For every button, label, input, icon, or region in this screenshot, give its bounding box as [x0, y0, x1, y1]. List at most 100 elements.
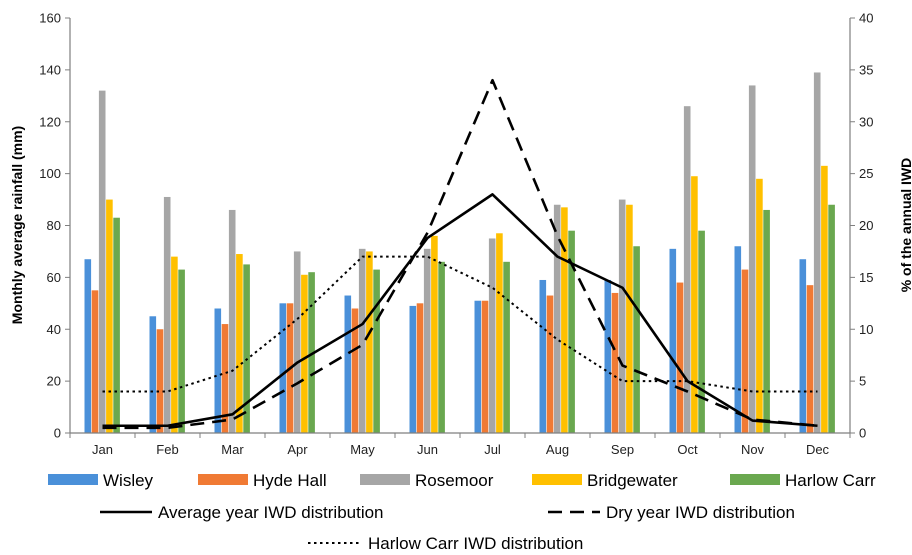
y-tick-label: 20	[47, 374, 61, 389]
bar-hyde-hall-oct	[676, 282, 684, 433]
bar-rosemoor-jun	[423, 248, 431, 433]
y2-tick-label: 0	[859, 426, 866, 441]
y-tick-label: 40	[47, 322, 61, 337]
bar-rosemoor-jul	[488, 238, 496, 433]
lines-layer	[102, 78, 818, 430]
bar-bridgewater-dec	[821, 165, 828, 433]
bar-hyde-hall-mar	[221, 324, 229, 433]
y2-tick-label: 35	[859, 62, 873, 77]
bar-bridgewater-feb	[171, 256, 178, 434]
line-average-year-iwd-distribution	[102, 193, 818, 428]
bar-bridgewater-jun	[431, 235, 438, 434]
bar-wisley-jan	[84, 259, 92, 433]
x-tick-label: Sep	[611, 442, 634, 457]
legend-label: Average year IWD distribution	[158, 503, 384, 522]
bar-wisley-oct	[669, 248, 677, 433]
x-tick-label: Feb	[156, 442, 178, 457]
bar-harlow-carr-oct	[698, 230, 705, 433]
y-tick-label: 160	[39, 11, 61, 26]
bar-bridgewater-jan	[106, 199, 113, 433]
legend-label: Rosemoor	[415, 471, 494, 490]
x-tick-label: Apr	[287, 442, 308, 457]
bar-harlow-carr-aug	[568, 230, 575, 433]
bar-hyde-hall-jun	[416, 303, 424, 433]
bar-rosemoor-sep	[618, 199, 626, 433]
bar-harlow-carr-feb	[178, 269, 185, 433]
x-tick-label: Jan	[92, 442, 113, 457]
bar-wisley-dec	[799, 259, 807, 433]
legend-label: Dry year IWD distribution	[606, 503, 795, 522]
y-tick-label: 120	[39, 114, 61, 129]
y-tick-label: 80	[47, 218, 61, 233]
bar-wisley-sep	[604, 279, 612, 433]
bar-bridgewater-apr	[301, 274, 308, 433]
bar-harlow-carr-jul	[503, 261, 510, 433]
bar-hyde-hall-dec	[806, 285, 814, 433]
bar-wisley-feb	[149, 316, 157, 433]
y-tick-label: 0	[54, 426, 61, 441]
bar-wisley-apr	[279, 303, 287, 433]
x-tick-label: Jul	[484, 442, 501, 457]
bar-bridgewater-aug	[561, 207, 568, 433]
bar-rosemoor-feb	[163, 196, 171, 433]
y-tick-label: 140	[39, 62, 61, 77]
bar-hyde-hall-aug	[546, 295, 554, 433]
line-harlow-carr-iwd-distribution	[102, 255, 818, 393]
bar-rosemoor-apr	[293, 251, 301, 433]
bar-harlow-carr-apr	[308, 272, 315, 433]
x-tick-label: Mar	[221, 442, 244, 457]
bar-bridgewater-oct	[691, 176, 698, 433]
bar-bridgewater-may	[366, 251, 373, 433]
bar-hyde-hall-jul	[481, 300, 489, 433]
x-tick-label: Jun	[417, 442, 438, 457]
bar-bridgewater-mar	[236, 254, 243, 433]
y2-axis-title: % of the annual IWD	[898, 158, 912, 293]
legend-label: Harlow Carr	[785, 471, 876, 490]
y-axis-title: Monthly average rainfall (mm)	[9, 126, 25, 324]
bar-wisley-nov	[734, 246, 742, 433]
x-tick-label: Oct	[677, 442, 698, 457]
legend-swatch	[730, 474, 780, 485]
bar-rosemoor-mar	[228, 209, 236, 433]
y2-tick-label: 25	[859, 166, 873, 181]
y2-tick-label: 10	[859, 322, 873, 337]
legend-swatch	[48, 474, 98, 485]
line-dry-year-iwd-distribution	[102, 78, 818, 430]
bar-bridgewater-sep	[626, 204, 633, 433]
x-tick-label: Aug	[546, 442, 569, 457]
bar-hyde-hall-nov	[741, 269, 749, 433]
y2-tick-label: 5	[859, 374, 866, 389]
legend-swatch	[360, 474, 410, 485]
bar-harlow-carr-jan	[113, 217, 120, 433]
bar-wisley-aug	[539, 279, 547, 433]
bar-rosemoor-nov	[748, 85, 756, 433]
bar-hyde-hall-feb	[156, 329, 164, 433]
bar-harlow-carr-sep	[633, 246, 640, 433]
bar-harlow-carr-jun	[438, 261, 445, 433]
bar-wisley-jun	[409, 305, 417, 433]
legend-label: Bridgewater	[587, 471, 678, 490]
legend-label: Wisley	[103, 471, 154, 490]
axes-layer: 0 20 40 60 80 100 120 140 160 0 5 10 15 20 25 30 35 40 Jan…	[39, 11, 873, 458]
legend-label: Harlow Carr IWD distribution	[368, 534, 583, 553]
y-tick-label: 100	[39, 166, 61, 181]
bars-layer	[84, 72, 835, 434]
bar-harlow-carr-mar	[243, 264, 250, 433]
y2-tick-label: 20	[859, 218, 873, 233]
bar-rosemoor-dec	[813, 72, 821, 433]
bar-harlow-carr-dec	[828, 204, 835, 433]
x-tick-label: May	[350, 442, 375, 457]
bar-rosemoor-jan	[98, 90, 106, 434]
bar-bridgewater-jul	[496, 233, 503, 433]
x-tick-label: Nov	[741, 442, 765, 457]
bar-hyde-hall-jan	[91, 290, 99, 433]
legend-swatch	[198, 474, 248, 485]
bar-harlow-carr-may	[373, 269, 380, 433]
bar-harlow-carr-nov	[763, 209, 770, 433]
y2-tick-label: 15	[859, 270, 873, 285]
bar-wisley-jul	[474, 300, 482, 433]
y2-tick-label: 30	[859, 114, 873, 129]
bar-rosemoor-may	[358, 248, 366, 433]
legend-swatch	[532, 474, 582, 485]
